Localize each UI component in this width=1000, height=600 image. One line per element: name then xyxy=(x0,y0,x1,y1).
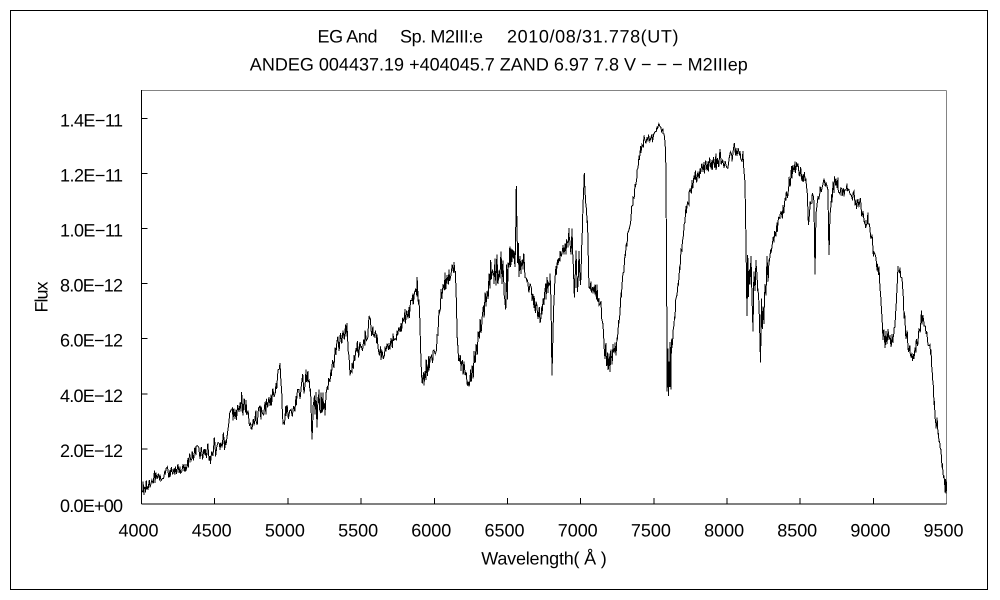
svg-text:1.4E−11: 1.4E−11 xyxy=(60,110,123,130)
svg-text:1.0E−11: 1.0E−11 xyxy=(60,221,123,241)
svg-text:8000: 8000 xyxy=(704,521,744,541)
svg-text:9500: 9500 xyxy=(924,521,964,541)
svg-text:6500: 6500 xyxy=(485,521,525,541)
svg-text:7500: 7500 xyxy=(631,521,671,541)
svg-text:5000: 5000 xyxy=(265,521,305,541)
svg-text:8500: 8500 xyxy=(777,521,817,541)
svg-text:Flux: Flux xyxy=(32,282,52,313)
svg-text:ANDEG 004437.19 +404045.7 ZAND: ANDEG 004437.19 +404045.7 ZAND 6.97 7.8 … xyxy=(250,55,748,75)
svg-text:Sp. M2III:e: Sp. M2III:e xyxy=(400,27,483,47)
svg-text:1.2E−11: 1.2E−11 xyxy=(60,165,123,185)
svg-text:2.0E−12: 2.0E−12 xyxy=(60,441,123,461)
svg-text:9000: 9000 xyxy=(850,521,890,541)
svg-text:6.0E−12: 6.0E−12 xyxy=(60,331,123,351)
svg-text:Wavelength( Å ): Wavelength( Å ) xyxy=(481,549,607,569)
svg-text:0.0E+00: 0.0E+00 xyxy=(60,496,123,516)
svg-text:6000: 6000 xyxy=(411,521,451,541)
svg-text:2010/08/31.778(UT): 2010/08/31.778(UT) xyxy=(507,27,679,47)
svg-text:4500: 4500 xyxy=(192,521,232,541)
svg-text:7000: 7000 xyxy=(558,521,598,541)
svg-text:4.0E−12: 4.0E−12 xyxy=(60,386,123,406)
svg-text:5500: 5500 xyxy=(338,521,378,541)
svg-text:4000: 4000 xyxy=(119,521,159,541)
svg-text:8.0E−12: 8.0E−12 xyxy=(60,276,123,296)
svg-text:EG And: EG And xyxy=(318,27,378,47)
